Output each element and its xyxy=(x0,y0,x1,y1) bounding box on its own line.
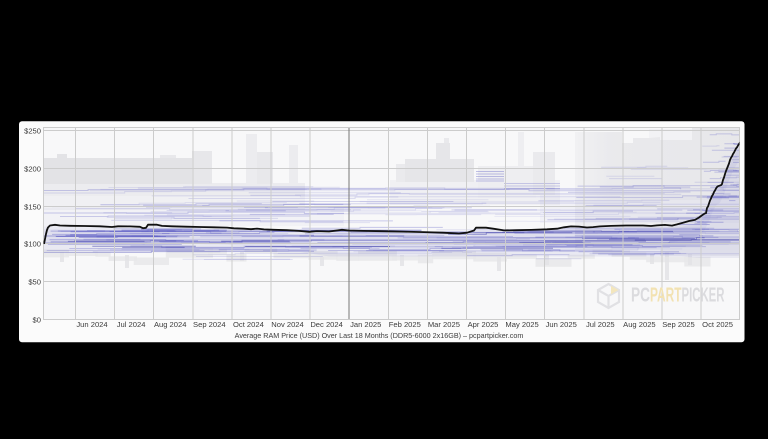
svg-text:Aug 2024: Aug 2024 xyxy=(154,320,187,329)
svg-text:$250: $250 xyxy=(24,126,41,135)
svg-text:Nov 2024: Nov 2024 xyxy=(271,320,304,329)
svg-text:$150: $150 xyxy=(24,202,41,211)
svg-text:Jan 2025: Jan 2025 xyxy=(350,320,381,329)
svg-text:Apr 2025: Apr 2025 xyxy=(468,320,499,329)
svg-text:Sep 2024: Sep 2024 xyxy=(193,320,226,329)
svg-text:Jun 2025: Jun 2025 xyxy=(546,320,577,329)
svg-text:$200: $200 xyxy=(24,164,41,173)
svg-text:Jun 2024: Jun 2024 xyxy=(76,320,107,329)
svg-text:Oct 2025: Oct 2025 xyxy=(702,320,733,329)
svg-text:PART: PART xyxy=(650,284,682,307)
svg-text:$50: $50 xyxy=(28,277,41,286)
svg-text:Aug 2025: Aug 2025 xyxy=(623,320,656,329)
svg-text:PC: PC xyxy=(631,284,650,307)
svg-text:Oct 2024: Oct 2024 xyxy=(233,320,264,329)
svg-text:PICKER: PICKER xyxy=(682,284,725,307)
svg-text:$0: $0 xyxy=(33,315,41,324)
svg-text:$100: $100 xyxy=(24,239,41,248)
svg-text:Jul 2024: Jul 2024 xyxy=(117,320,146,329)
svg-text:Feb 2025: Feb 2025 xyxy=(389,320,421,329)
svg-text:Sep 2025: Sep 2025 xyxy=(662,320,695,329)
svg-text:Jul 2025: Jul 2025 xyxy=(586,320,615,329)
svg-text:Average RAM Price (USD) Over L: Average RAM Price (USD) Over Last 18 Mon… xyxy=(235,331,524,340)
svg-text:Mar 2025: Mar 2025 xyxy=(428,320,460,329)
svg-text:May 2025: May 2025 xyxy=(505,320,538,329)
svg-text:Dec 2024: Dec 2024 xyxy=(310,320,343,329)
